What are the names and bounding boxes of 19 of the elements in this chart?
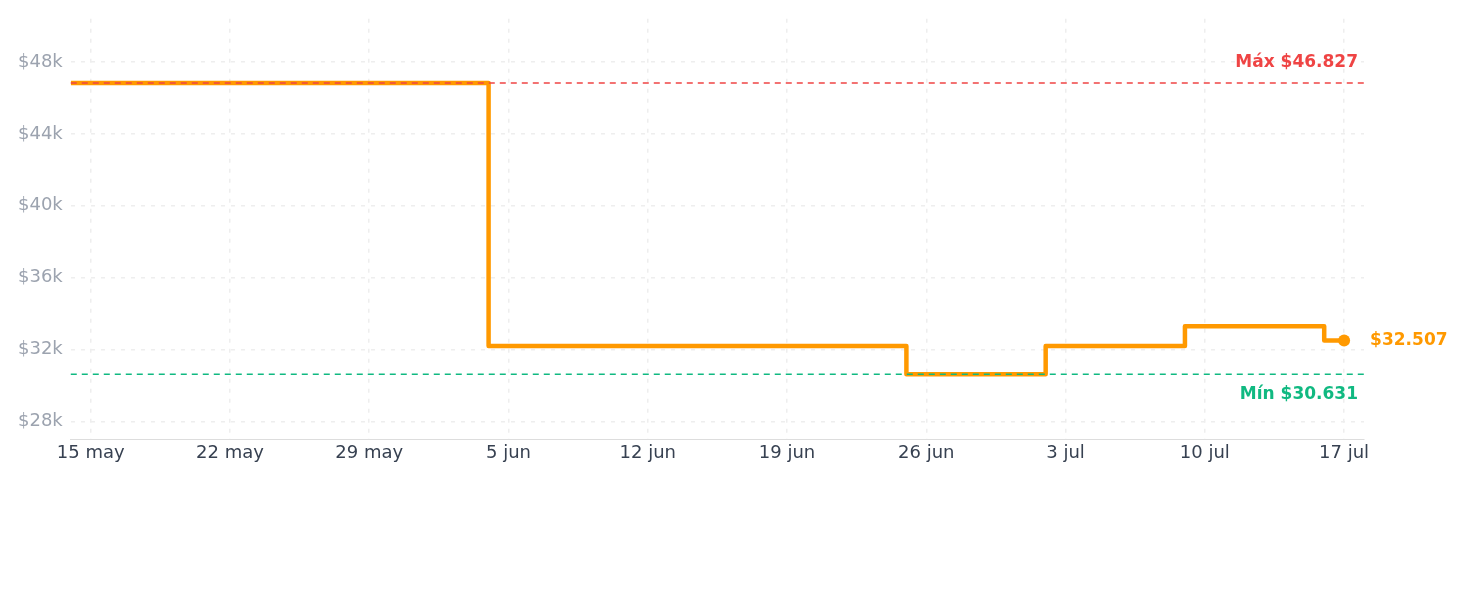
x-tick-label: 3 jul <box>1046 440 1085 462</box>
annotation: $32.507 <box>1370 328 1448 349</box>
x-tick-label: 26 jun <box>898 440 955 462</box>
y-tick-label: $36k <box>18 265 64 287</box>
y-tick-label: $44k <box>18 121 64 143</box>
x-tick-label: 12 jun <box>619 440 676 462</box>
x-tick-label: 10 jul <box>1179 440 1230 462</box>
ref-line-label: Mín $30.631 <box>1239 383 1358 404</box>
x-tick-label: 5 jun <box>485 440 531 462</box>
y-tick-label: $32k <box>18 337 64 359</box>
x-tick-label: 29 may <box>335 440 404 462</box>
x-tick-label: 22 may <box>196 440 265 462</box>
x-tick-label: 17 jul <box>1319 440 1370 462</box>
x-tick-label: 15 may <box>56 440 125 462</box>
y-tick-label: $28k <box>18 409 64 431</box>
ref-line-label: Máx $46.827 <box>1235 50 1358 71</box>
y-tick-label: $40k <box>18 193 64 215</box>
x-tick-label: 19 jun <box>758 440 816 462</box>
y-tick-label: $48k <box>18 49 64 71</box>
